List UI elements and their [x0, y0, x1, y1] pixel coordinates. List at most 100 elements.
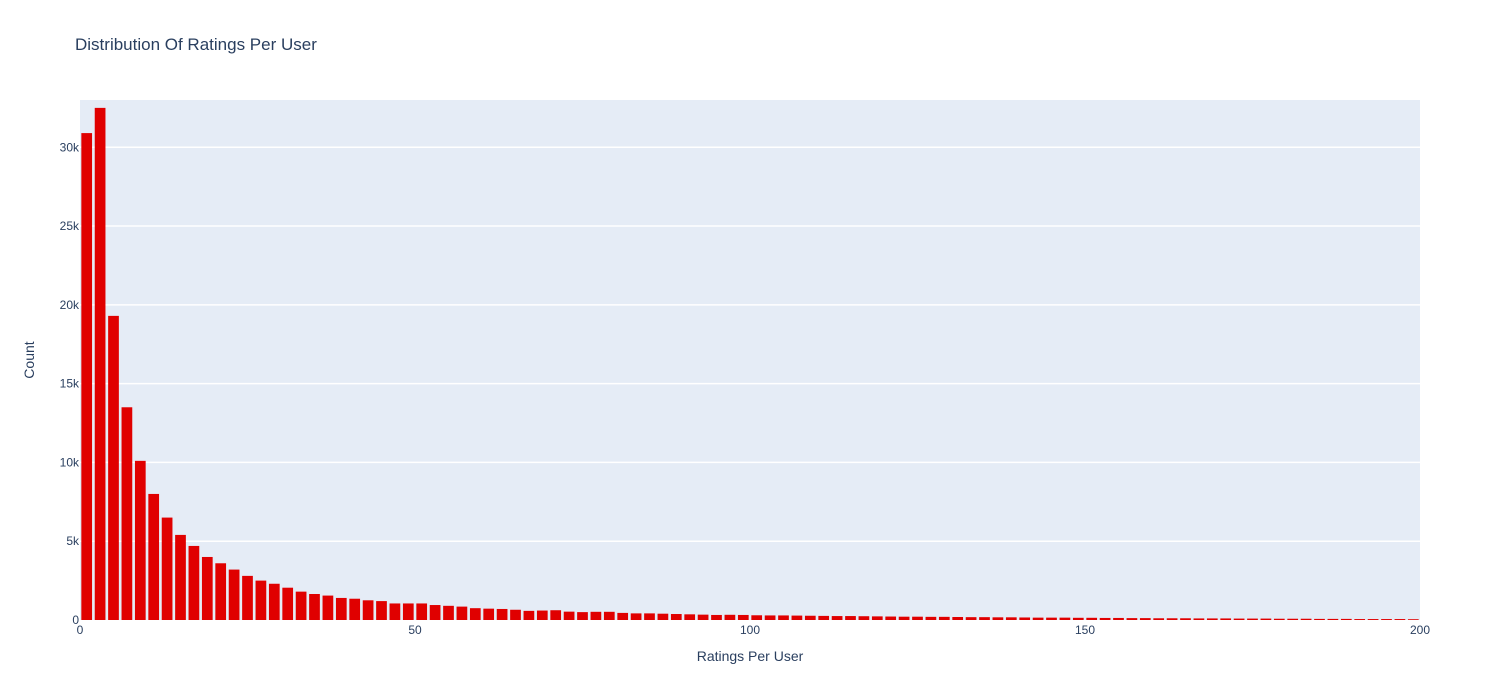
histogram-bar: [242, 575, 253, 620]
histogram-bar: [148, 493, 160, 620]
histogram-bar: [1180, 618, 1191, 620]
histogram-bar: [550, 610, 562, 620]
histogram-bar: [228, 569, 240, 620]
bars: [81, 107, 1419, 620]
histogram-bar: [590, 611, 602, 620]
histogram-bar: [1113, 617, 1124, 620]
histogram-bar: [349, 598, 361, 620]
histogram-bar: [1019, 617, 1031, 620]
histogram-bar: [818, 615, 830, 620]
x-tick-label: 0: [77, 623, 84, 637]
histogram-bar: [1381, 619, 1392, 620]
histogram-bar: [871, 616, 883, 620]
histogram-bar: [389, 603, 401, 620]
histogram-bar: [108, 315, 119, 620]
histogram-bar: [1367, 619, 1379, 620]
histogram-bar: [1193, 618, 1205, 620]
x-tick-label: 50: [408, 623, 422, 637]
histogram-bar: [295, 591, 307, 620]
histogram-bar: [201, 556, 213, 620]
histogram-bar: [175, 534, 186, 620]
histogram-bar: [1314, 618, 1325, 620]
histogram-bar: [697, 614, 709, 620]
histogram-bar: [1059, 617, 1071, 620]
histogram-bar: [630, 613, 642, 620]
y-tick-label: 20k: [60, 298, 80, 312]
x-axis-ticks: 0 50 100 150 200: [77, 623, 1431, 637]
histogram-bar: [1394, 619, 1406, 620]
histogram-bar: [402, 603, 414, 620]
histogram-bar: [1327, 618, 1339, 620]
grid-lines: [80, 146, 1420, 542]
histogram-bar: [268, 583, 280, 620]
histogram-bar: [657, 613, 669, 620]
histogram-bar: [804, 615, 816, 620]
histogram-bar: [1139, 618, 1151, 620]
histogram-bar: [1260, 618, 1272, 620]
y-tick-label: 15k: [60, 377, 80, 391]
x-tick-label: 100: [740, 623, 760, 637]
histogram-bar: [1300, 618, 1312, 620]
histogram-bar: [831, 616, 843, 620]
histogram-bar: [496, 608, 508, 620]
histogram-bar: [912, 616, 923, 620]
x-axis-title: Ratings Per User: [697, 648, 804, 664]
histogram-bar: [1287, 618, 1299, 620]
y-axis-title: Count: [21, 341, 37, 378]
histogram-bar: [1046, 617, 1057, 620]
histogram-bar: [791, 615, 803, 620]
histogram-bar: [885, 616, 897, 620]
histogram-bar: [1086, 617, 1098, 620]
histogram-bar: [778, 615, 789, 620]
histogram-bar: [938, 616, 950, 620]
histogram-bar: [443, 605, 454, 620]
histogram-bar: [523, 610, 535, 620]
histogram-bar: [362, 600, 374, 620]
histogram-bar: [1099, 617, 1111, 620]
histogram-bar: [1247, 618, 1258, 620]
y-tick-label: 5k: [66, 534, 80, 548]
histogram-bar: [563, 611, 575, 620]
histogram-bar: [898, 616, 910, 620]
x-tick-label: 150: [1075, 623, 1095, 637]
y-axis-ticks: 0 5k 10k 15k 20k 25k 30k: [60, 140, 80, 627]
histogram-bar: [376, 601, 387, 620]
histogram-bar: [469, 608, 481, 620]
histogram-bar: [764, 615, 776, 620]
histogram-bar: [188, 545, 200, 620]
histogram-bar: [858, 616, 870, 620]
histogram-bar: [335, 597, 347, 620]
histogram-bar: [992, 617, 1004, 620]
histogram-bar: [925, 616, 937, 620]
histogram-bar: [670, 614, 682, 620]
histogram-bar: [1126, 618, 1138, 620]
histogram-bar: [456, 606, 468, 620]
histogram-bar: [1273, 618, 1285, 620]
histogram-bar: [81, 133, 93, 620]
histogram-bar: [161, 517, 173, 620]
histogram-bar: [1005, 617, 1017, 620]
histogram-bar: [1354, 619, 1366, 620]
histogram-bar: [255, 580, 267, 620]
histogram-bar: [737, 614, 749, 620]
histogram-bar: [644, 613, 655, 620]
histogram-bar: [617, 612, 629, 620]
y-tick-label: 30k: [60, 140, 80, 154]
histogram-bar: [483, 608, 495, 620]
histogram-bar: [536, 610, 548, 620]
histogram-bar: [603, 611, 615, 620]
histogram-bar: [134, 460, 146, 620]
histogram-bar: [121, 407, 133, 620]
y-tick-label: 10k: [60, 455, 80, 469]
histogram-bar: [94, 107, 106, 620]
histogram-bar: [952, 617, 964, 620]
histogram-bar: [1153, 618, 1165, 620]
histogram-bar: [282, 587, 294, 620]
histogram-bar: [510, 609, 521, 620]
histogram-bar: [416, 603, 428, 620]
histogram-bar: [1233, 618, 1245, 620]
histogram-bar: [1407, 619, 1419, 620]
plot-area: [80, 100, 1420, 620]
histogram-bar: [979, 617, 990, 620]
